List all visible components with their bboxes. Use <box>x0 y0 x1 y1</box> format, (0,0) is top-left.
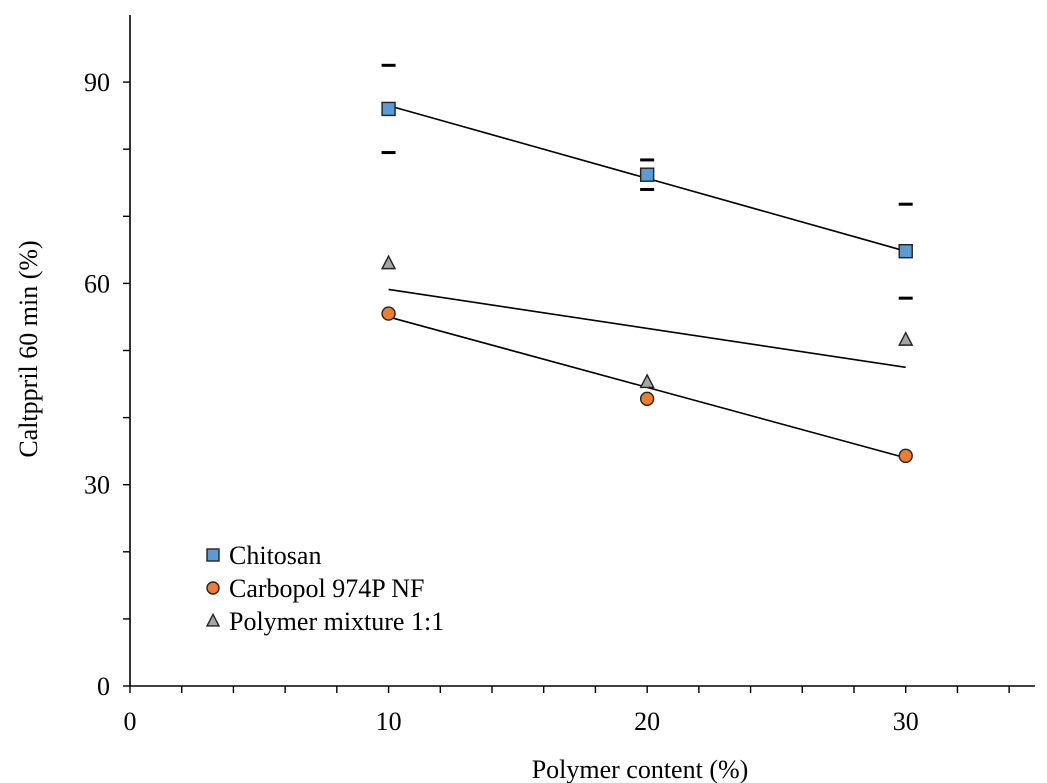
square-marker <box>639 167 655 182</box>
legend-label: Chitosan <box>229 541 321 570</box>
x-tick-label: 30 <box>893 707 919 736</box>
circle-marker <box>381 306 396 321</box>
legend-label: Polymer mixture 1:1 <box>229 607 444 636</box>
triangle-marker <box>639 373 655 389</box>
x-tick-label: 20 <box>634 707 660 736</box>
y-tick-label: 90 <box>84 68 110 97</box>
y-tick-label: 60 <box>84 269 110 298</box>
trendline <box>388 288 906 369</box>
legend: Chitosan Carbopol 974P NF Polymer mixture … <box>205 541 444 636</box>
circle-marker <box>639 391 655 407</box>
x-tick-label: 10 <box>376 707 402 736</box>
circle-marker <box>898 448 913 464</box>
axes: 0 10 20 30 0 30 60 90 <box>84 15 1035 736</box>
triangle-marker <box>898 331 914 346</box>
square-marker <box>381 101 396 117</box>
y-tick-label: 0 <box>97 672 110 701</box>
legend-square-icon <box>206 548 220 562</box>
legend-label: Carbopol 974P NF <box>229 574 425 603</box>
x-tick-label: 0 <box>124 707 137 736</box>
legend-circle-icon <box>206 581 220 595</box>
y-tick-label: 30 <box>84 471 110 500</box>
y-axis-title: Caltppril 60 min (%) <box>14 240 43 457</box>
error-bars <box>381 63 913 300</box>
x-axis-title: Polymer content (%) <box>532 755 749 783</box>
triangle-marker <box>380 254 397 270</box>
legend-triangle-icon <box>205 612 221 627</box>
data-markers <box>380 101 914 464</box>
square-marker <box>898 243 913 259</box>
